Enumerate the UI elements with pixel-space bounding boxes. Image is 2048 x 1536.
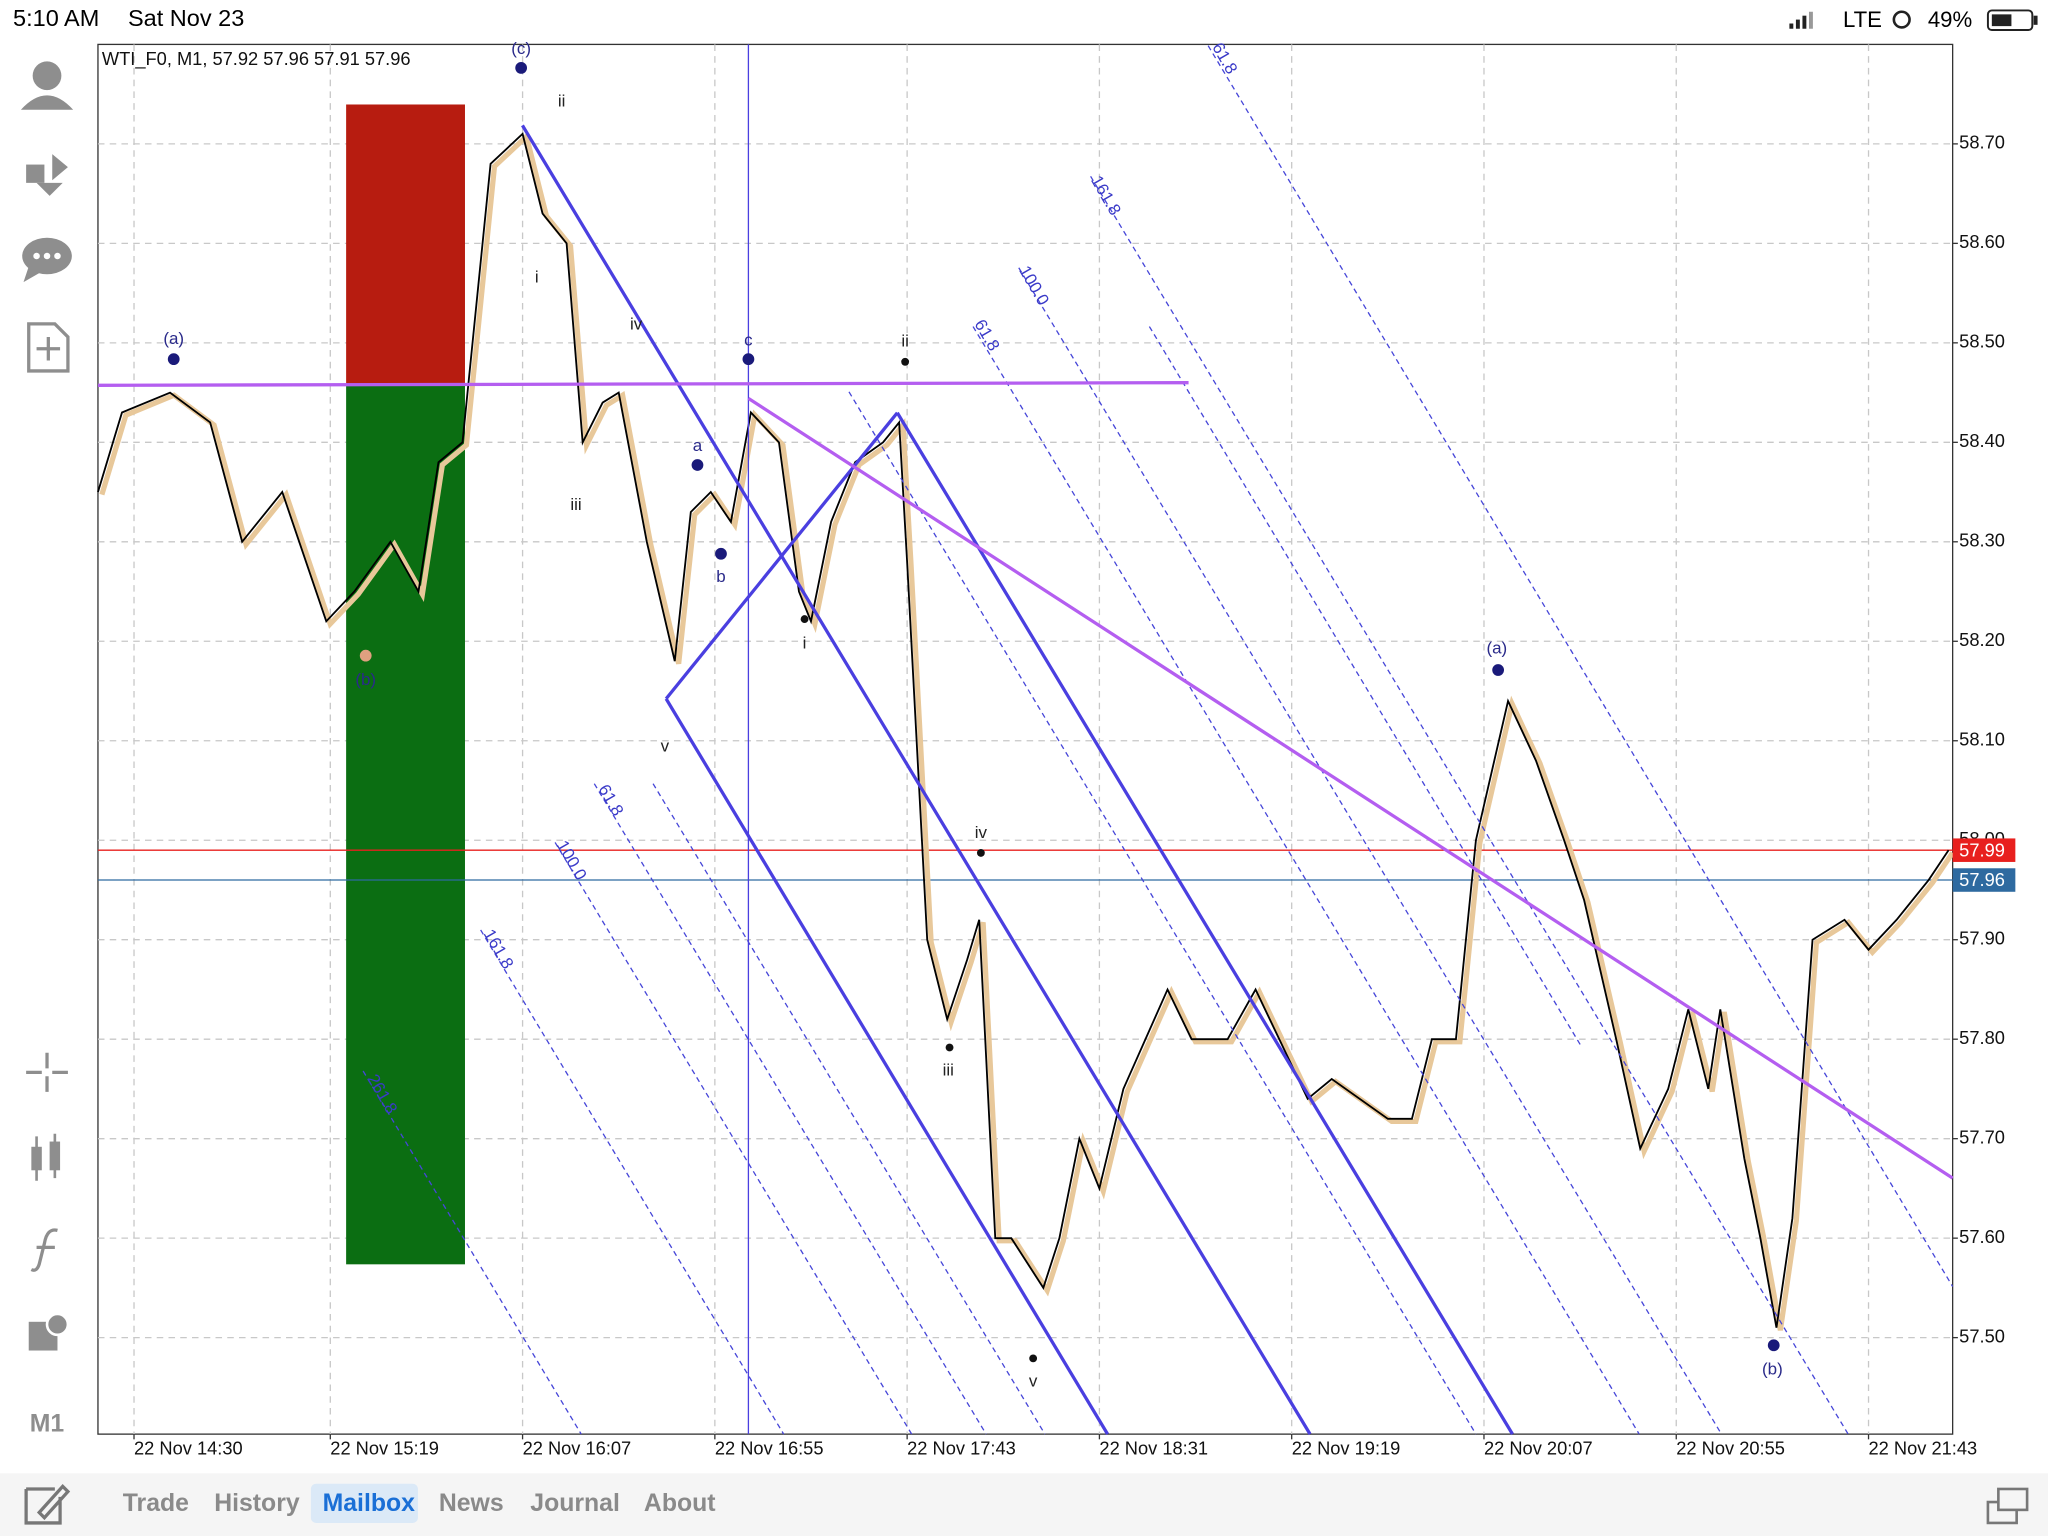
axes: 57.5057.6057.7057.8057.9058.0058.1058.20… [133,132,2016,1459]
channel-lines [521,44,1514,1435]
tab[interactable]: Mailbox [323,1490,416,1517]
y-tick-label: 58.20 [1959,629,2005,650]
y-tick-label: 57.80 [1959,1027,2005,1048]
x-tick-label: 22 Nov 16:07 [523,1438,632,1459]
compose-icon[interactable] [24,1483,71,1525]
wave-label: a [693,436,703,455]
wave-label: (a) [163,329,184,348]
fib-lines [362,45,1954,1435]
wave-label: iv [630,315,643,334]
signal-icon [1789,11,1813,29]
y-tick-label: 58.40 [1959,430,2005,451]
status-battery: 49% [1928,7,1972,32]
status-network: LTE [1843,7,1882,32]
x-tick-label: 22 Nov 17:43 [907,1438,1016,1459]
crosshair-icon[interactable] [26,1052,68,1092]
y-tick-label: 57.50 [1959,1325,2005,1346]
price-tag [1952,868,2016,892]
price-layer [97,131,1955,1331]
wave-label: ii [901,332,909,351]
y-tick-label: 58.60 [1959,231,2005,252]
y-tick-label: 57.70 [1959,1126,2005,1147]
price-line-series [97,132,1950,1328]
x-tick-label: 22 Nov 18:31 [1099,1438,1208,1459]
wave-label: c [744,330,753,349]
indicators-icon[interactable] [30,1228,58,1272]
wave-label: (b) [1762,1360,1783,1379]
x-tick-label: 22 Nov 21:43 [1869,1438,1978,1459]
x-tick-label: 22 Nov 16:55 [715,1438,824,1459]
account-icon[interactable] [20,61,74,110]
trade-icon[interactable] [26,154,68,196]
y-tick-label: 58.50 [1959,331,2005,352]
tab[interactable]: About [644,1490,716,1517]
wave-label: (b) [355,670,376,689]
y-tick-label: 58.70 [1959,132,2005,153]
timeframe[interactable]: M1 [30,1411,65,1438]
status-time: 5:10 AM [13,5,99,31]
y-tick-label: 57.90 [1959,928,2005,949]
status-date: Sat Nov 23 [128,5,244,31]
wave-label: v [661,737,670,756]
tab[interactable]: News [439,1490,504,1517]
x-tick-label: 22 Nov 14:30 [134,1438,243,1459]
price-tag-label: 57.99 [1959,839,2005,860]
chart-title: WTI_F0, M1, 57.92 57.96 57.91 57.96 [102,48,411,70]
tab[interactable]: History [214,1490,300,1517]
wave-label: i [535,268,539,287]
objects-icon[interactable] [28,1312,70,1351]
battery-icon [1986,9,2038,32]
x-tick-label: 22 Nov 20:55 [1676,1438,1785,1459]
price-shadow [99,131,1955,1331]
tab-highlight [310,1483,418,1523]
new-order-icon[interactable] [27,322,70,373]
wave-label: iv [975,823,988,842]
price-tag-label: 57.96 [1959,869,2005,890]
tab[interactable]: Journal [530,1490,620,1517]
wave-label: iii [943,1061,954,1080]
layout-icon[interactable] [1986,1487,2029,1525]
wave-label: v [1029,1371,1038,1390]
y-tick-label: 57.60 [1959,1226,2005,1247]
x-tick-label: 22 Nov 15:19 [330,1438,439,1459]
wave-label: (c) [511,39,531,58]
x-tick-label: 22 Nov 20:07 [1484,1438,1593,1459]
sell-zone [346,104,465,386]
lock-icon [1892,10,1911,29]
left-toolbar: M1 [20,61,74,1438]
tab[interactable]: Trade [123,1490,189,1517]
chart-type-icon[interactable] [31,1133,61,1181]
wave-label: (a) [1486,639,1507,658]
wave-label: i [803,633,807,652]
x-tick-label: 22 Nov 19:19 [1292,1438,1401,1459]
trend-lines [97,381,1954,1180]
price-tag [1952,838,2016,862]
buy-zone [346,385,465,1265]
wave-label: b [716,567,725,586]
y-tick-label: 58.10 [1959,729,2005,750]
y-tick-label: 58.30 [1959,530,2005,551]
wave-dots [167,62,1780,1363]
wave-label: iii [570,495,581,514]
tab-bar [0,1473,2048,1536]
chat-icon[interactable] [22,237,72,283]
wave-label: ii [558,91,566,110]
tabs: Trade History Mailbox News Journal About [123,1490,716,1517]
